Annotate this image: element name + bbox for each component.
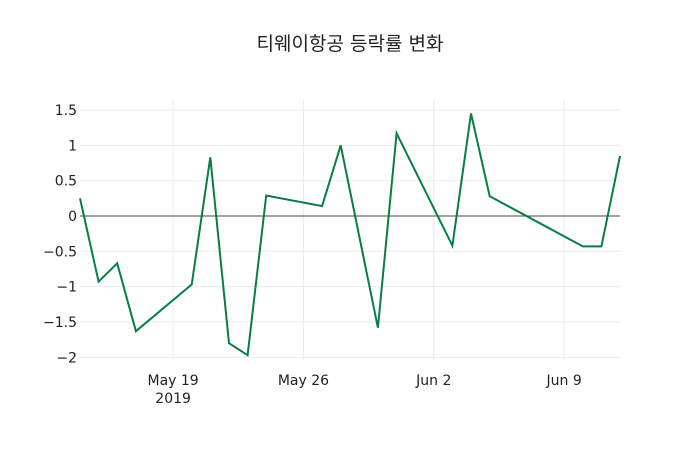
x-tick-label: Jun 9 (546, 373, 582, 389)
plot-area (79, 113, 621, 357)
x-tick-label: May 26 (278, 373, 329, 389)
x-tick-label: May 19 (147, 373, 198, 389)
y-tick-label: −0.5 (43, 244, 77, 260)
y-tick-label: −1.5 (43, 315, 77, 331)
y-tick-label: 1.5 (55, 103, 77, 119)
y-axis-ticks: 1.5 1 0.5 0 −0.5 −1 −1.5 −2 (43, 103, 77, 366)
x-tick-year-label: 2019 (155, 391, 191, 407)
y-tick-label: 0.5 (55, 174, 77, 190)
y-tick-label: −2 (56, 350, 77, 366)
series-line (79, 113, 621, 357)
y-tick-label: 0 (68, 209, 77, 225)
chart-title: 티웨이항공 등락률 변화 (257, 33, 444, 55)
grid-lines (80, 100, 620, 360)
x-tick-label: Jun 2 (415, 373, 451, 389)
y-tick-label: −1 (56, 280, 77, 296)
y-tick-label: 1 (68, 138, 77, 154)
x-axis-ticks: May 19 2019 May 26 Jun 2 Jun 9 (147, 373, 581, 407)
